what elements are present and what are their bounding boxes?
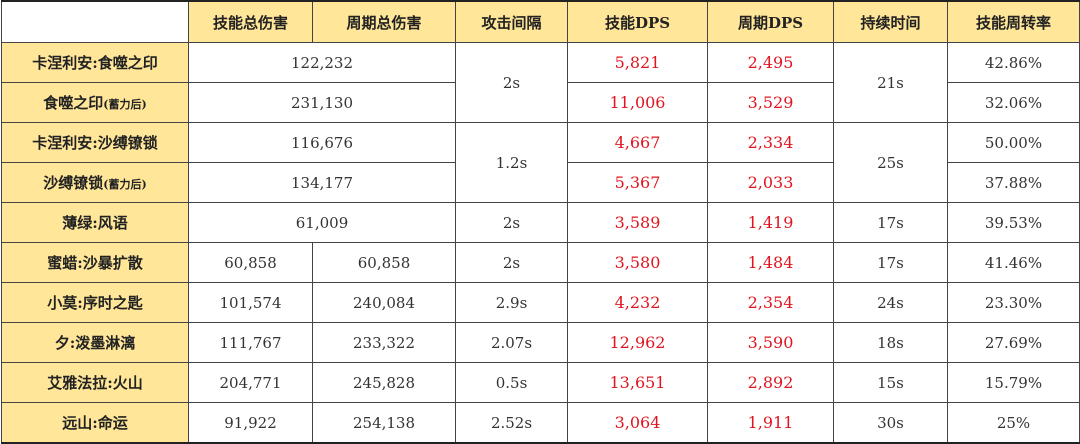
row-label: 薄绿:风语: [1, 202, 189, 243]
skill-name: 沙缚镣锁: [43, 174, 104, 192]
duration-cell: 15s: [833, 362, 948, 403]
cycle-damage-cell: 240,084: [312, 282, 456, 323]
cycle-damage-cell: 233,322: [312, 322, 456, 363]
table-row: 卡涅利安:食噬之印 122,232 2s 5,821 2,495 21s 42.…: [1, 42, 1080, 123]
turnover-cell: 37.88%: [947, 162, 1080, 203]
turnover-cell: 50.00%: [947, 122, 1080, 163]
interval-cell: 2s: [455, 202, 568, 243]
skill-dps-cell: 3,580: [567, 242, 708, 283]
header-turnover: 技能周转率: [947, 0, 1080, 43]
cycle-dps-cell: 2,495: [707, 42, 834, 83]
turnover-cell: 27.69%: [947, 322, 1080, 363]
table-row: 薄绿:风语 61,009 2s 3,589 1,419 17s 39.53%: [1, 202, 1080, 243]
table-row: 沙缚镣锁(蓄力后) 134,177 5,367 2,033 37.88%: [1, 162, 1080, 203]
turnover-cell: 42.86%: [947, 42, 1080, 83]
cycle-damage-cell: 60,858: [312, 242, 456, 283]
duration-cell: 24s: [833, 282, 948, 323]
damage-cell: 116,676: [188, 122, 456, 163]
header-interval: 攻击间隔: [455, 0, 568, 43]
cycle-damage-cell: 254,138: [312, 402, 456, 444]
damage-cell: 122,232: [188, 42, 456, 83]
row-label: 沙缚镣锁(蓄力后): [1, 162, 189, 203]
interval-cell: 2s: [455, 42, 568, 123]
table-row: 小莫:序时之匙 101,574 240,084 2.9s 4,232 2,354…: [1, 282, 1080, 323]
skill-dps-cell: 4,232: [567, 282, 708, 323]
skill-dps-cell: 5,821: [567, 42, 708, 83]
skill-suffix: (蓄力后): [103, 98, 147, 111]
skill-dps-cell: 12,962: [567, 322, 708, 363]
skill-dps-cell: 5,367: [567, 162, 708, 203]
skill-name: 卡涅利安:食噬之印: [32, 54, 158, 72]
row-label: 食噬之印(蓄力后): [1, 82, 189, 123]
skill-dps-cell: 4,667: [567, 122, 708, 163]
cycle-dps-cell: 3,590: [707, 322, 834, 363]
row-label: 远山:命运: [1, 402, 189, 444]
skill-name: 卡涅利安:沙缚镣锁: [32, 134, 158, 152]
skill-dps-cell: 11,006: [567, 82, 708, 123]
duration-cell: 30s: [833, 402, 948, 444]
interval-cell: 2.52s: [455, 402, 568, 444]
interval-cell: 2s: [455, 242, 568, 283]
cycle-damage-cell: 245,828: [312, 362, 456, 403]
skill-suffix: (蓄力后): [103, 178, 147, 191]
turnover-cell: 15.79%: [947, 362, 1080, 403]
cycle-dps-cell: 2,354: [707, 282, 834, 323]
row-label: 小莫:序时之匙: [1, 282, 189, 323]
cycle-dps-cell: 1,911: [707, 402, 834, 444]
turnover-cell: 32.06%: [947, 82, 1080, 123]
header-skill-damage: 技能总伤害: [188, 0, 313, 43]
damage-cell: 231,130: [188, 82, 456, 123]
skill-damage-cell: 111,767: [188, 322, 313, 363]
cycle-dps-cell: 2,892: [707, 362, 834, 403]
skill-damage-cell: 204,771: [188, 362, 313, 403]
turnover-cell: 23.30%: [947, 282, 1080, 323]
duration-cell: 21s: [833, 42, 948, 123]
row-label: 蜜蜡:沙暴扩散: [1, 242, 189, 283]
interval-cell: 1.2s: [455, 122, 568, 203]
skill-damage-cell: 91,922: [188, 402, 313, 444]
header-skill-dps: 技能DPS: [567, 0, 708, 43]
row-label: 卡涅利安:沙缚镣锁: [1, 122, 189, 163]
interval-cell: 2.07s: [455, 322, 568, 363]
table-row: 蜜蜡:沙暴扩散 60,858 60,858 2s 3,580 1,484 17s…: [1, 242, 1080, 283]
damage-cell: 61,009: [188, 202, 456, 243]
cycle-dps-cell: 1,484: [707, 242, 834, 283]
duration-cell: 17s: [833, 242, 948, 283]
table-row: 远山:命运 91,922 254,138 2.52s 3,064 1,911 3…: [1, 402, 1080, 444]
skill-dps-cell: 3,589: [567, 202, 708, 243]
turnover-cell: 39.53%: [947, 202, 1080, 243]
turnover-cell: 25%: [947, 402, 1080, 444]
duration-cell: 18s: [833, 322, 948, 363]
duration-cell: 17s: [833, 202, 948, 243]
table-row: 夕:泼墨淋漓 111,767 233,322 2.07s 12,962 3,59…: [1, 322, 1080, 363]
cycle-dps-cell: 3,529: [707, 82, 834, 123]
skill-damage-cell: 60,858: [188, 242, 313, 283]
cycle-dps-cell: 1,419: [707, 202, 834, 243]
duration-cell: 25s: [833, 122, 948, 203]
skill-name: 食噬之印: [43, 94, 104, 112]
skill-damage-cell: 101,574: [188, 282, 313, 323]
corner-cell: [1, 0, 189, 43]
interval-cell: 2.9s: [455, 282, 568, 323]
cycle-dps-cell: 2,033: [707, 162, 834, 203]
table-row: 卡涅利安:沙缚镣锁 116,676 1.2s 4,667 2,334 25s 5…: [1, 122, 1080, 203]
header-row: 技能总伤害 周期总伤害 攻击间隔 技能DPS 周期DPS 持续时间 技能周转率: [1, 0, 1080, 43]
turnover-cell: 41.46%: [947, 242, 1080, 283]
table-row: 艾雅法拉:火山 204,771 245,828 0.5s 13,651 2,89…: [1, 362, 1080, 403]
skill-dps-cell: 13,651: [567, 362, 708, 403]
row-label: 卡涅利安:食噬之印: [1, 42, 189, 83]
table-row: 食噬之印(蓄力后) 231,130 11,006 3,529 32.06%: [1, 82, 1080, 123]
damage-cell: 134,177: [188, 162, 456, 203]
header-duration: 持续时间: [833, 0, 948, 43]
interval-cell: 0.5s: [455, 362, 568, 403]
skill-dps-cell: 3,064: [567, 402, 708, 444]
header-cycle-damage: 周期总伤害: [312, 0, 456, 43]
row-label: 夕:泼墨淋漓: [1, 322, 189, 363]
header-cycle-dps: 周期DPS: [707, 0, 834, 43]
row-label: 艾雅法拉:火山: [1, 362, 189, 403]
cycle-dps-cell: 2,334: [707, 122, 834, 163]
skill-name: 薄绿:风语: [62, 214, 128, 232]
